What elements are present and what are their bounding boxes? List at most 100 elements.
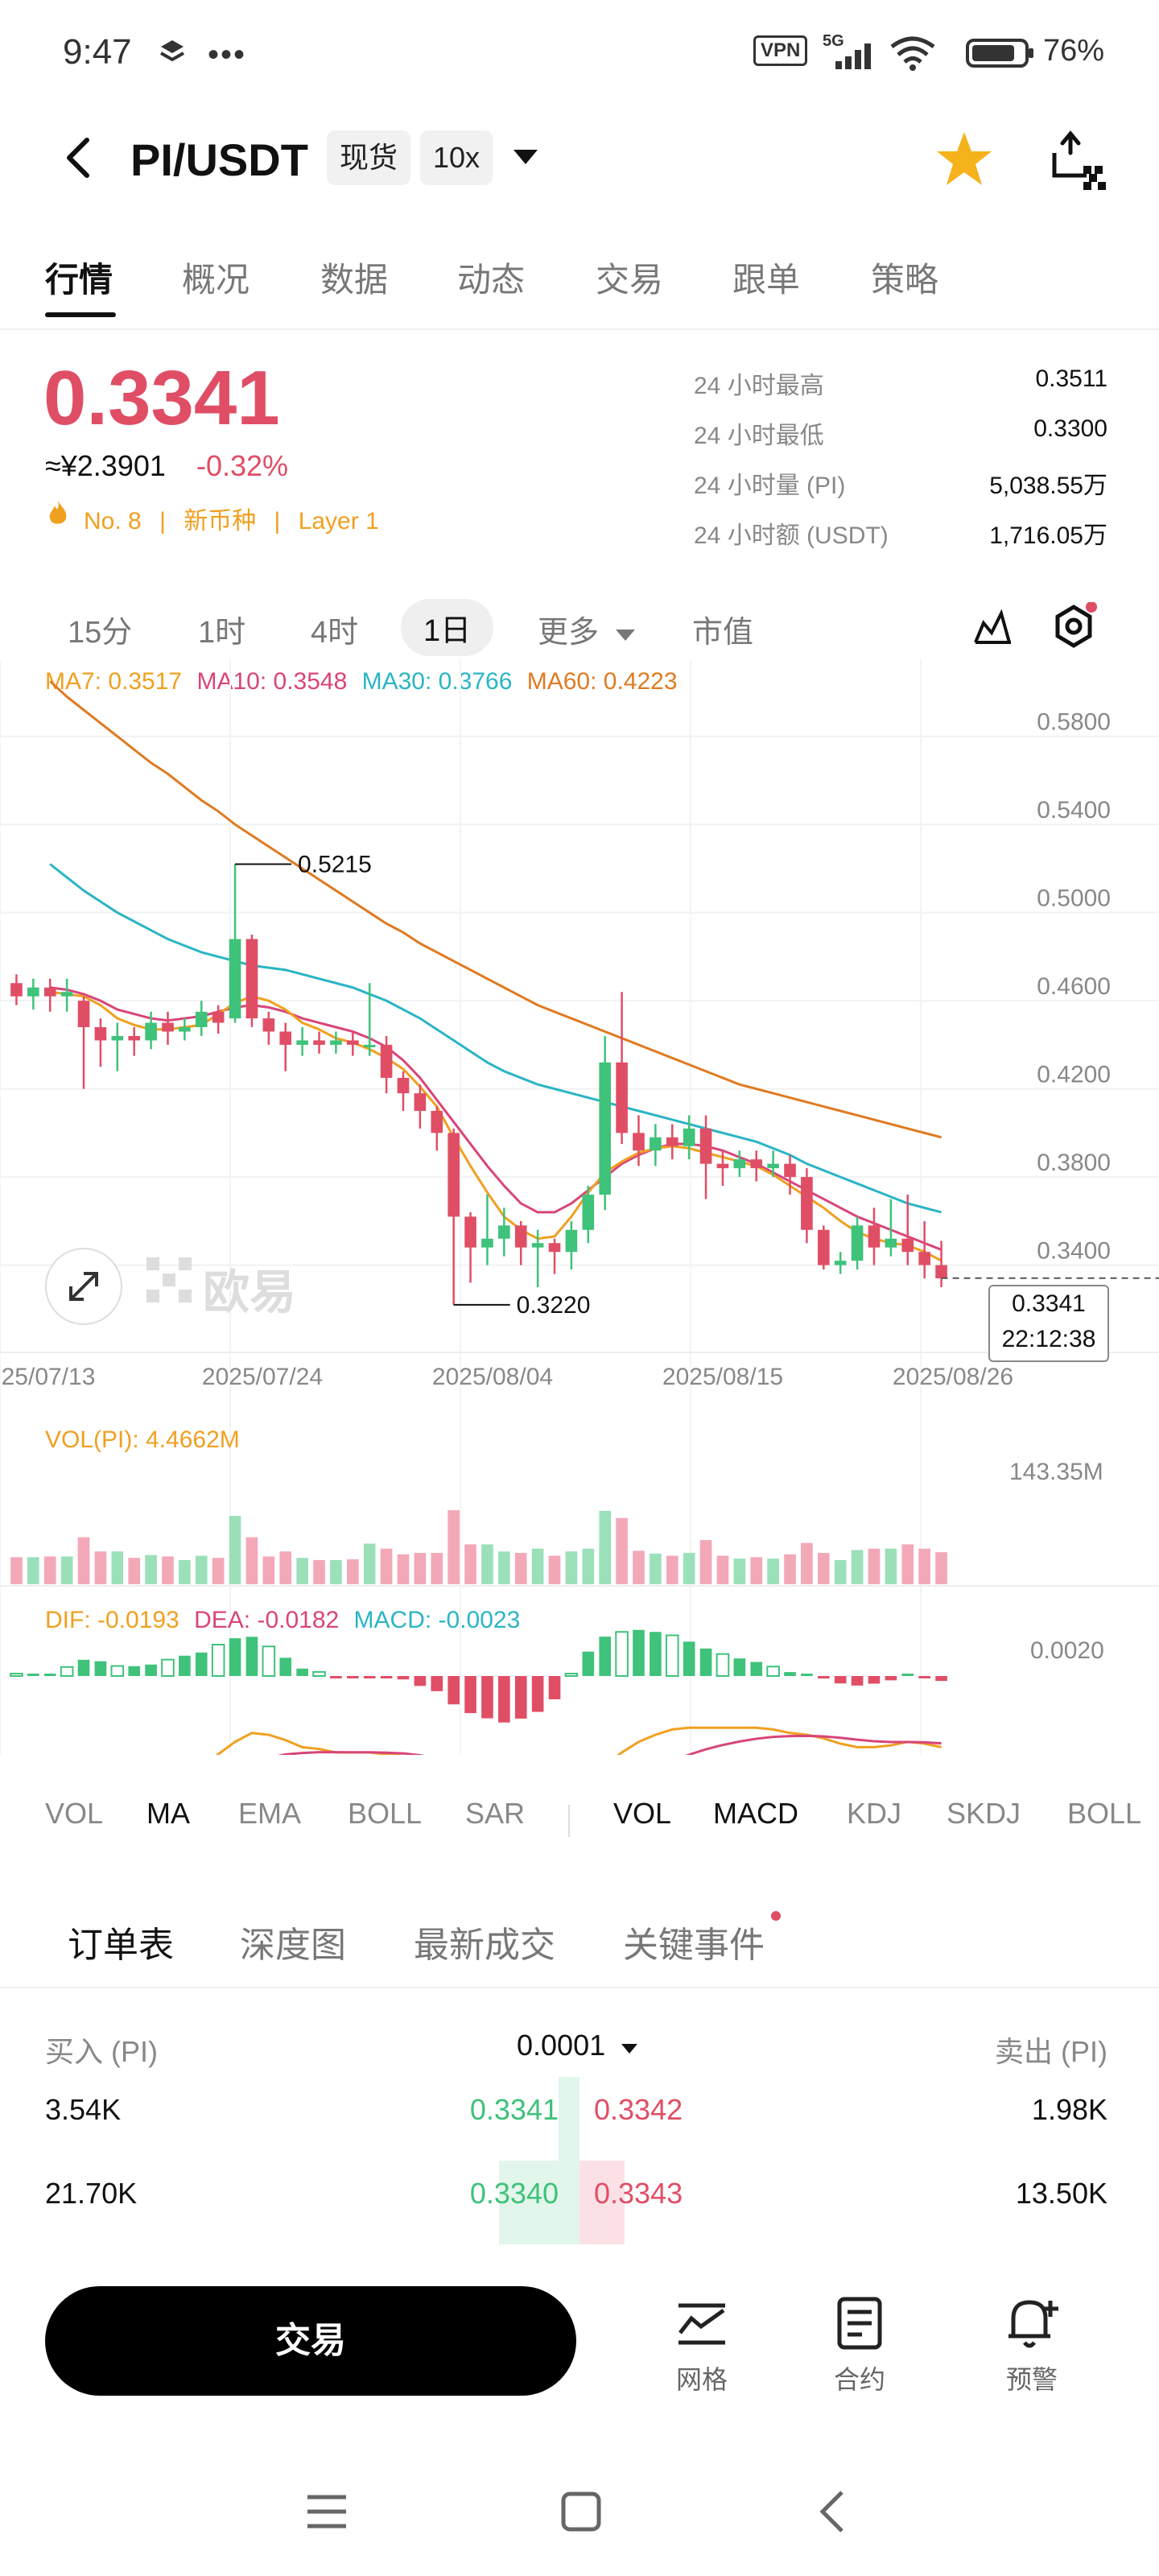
tab-depth[interactable]: 深度图 [240, 1926, 346, 1965]
battery-percent: 76% [1043, 34, 1105, 68]
tab-key-events[interactable]: 关键事件 [623, 1926, 765, 1965]
timeframe-more[interactable]: 更多 [538, 607, 637, 651]
tab-orderbook[interactable]: 订单表 [68, 1926, 174, 1965]
macd-hist-bar [363, 1676, 376, 1678]
sub-ind-skdj[interactable]: SKDJ [947, 1797, 1021, 1830]
precision-select[interactable]: 0.0001 [517, 2029, 639, 2062]
candle-body [195, 1011, 208, 1027]
watermark-text: 欧易 [203, 1266, 297, 1319]
volume-bar [313, 1559, 325, 1584]
timeframe-1h[interactable]: 1时 [198, 616, 246, 650]
volume-bar [918, 1548, 930, 1584]
tab-feed[interactable]: 动态 [457, 261, 526, 299]
main-ind-vol[interactable]: VOL [45, 1797, 104, 1830]
tab-trade[interactable]: 交易 [596, 261, 664, 299]
timeframe-market-cap[interactable]: 市值 [692, 616, 754, 650]
contract-icon [837, 2297, 882, 2350]
favorite-star-icon[interactable] [934, 129, 995, 194]
timeframe-4h[interactable]: 4时 [311, 616, 359, 650]
contract-button[interactable]: 合约 [811, 2294, 908, 2396]
pair-dropdown-icon[interactable] [512, 147, 539, 171]
macd-hist-bar [901, 1674, 914, 1676]
price-change: -0.32% [196, 449, 289, 482]
trade-button[interactable]: 交易 [45, 2286, 576, 2396]
macd-hist-bar [380, 1676, 393, 1678]
back-nav-icon[interactable] [816, 2489, 848, 2538]
main-ind-sar[interactable]: SAR [465, 1797, 526, 1830]
chart-settings-icon[interactable] [1050, 601, 1098, 654]
main-ind-ma[interactable]: MA [146, 1797, 190, 1830]
sub-ind-vol[interactable]: VOL [613, 1797, 672, 1830]
expand-chart-button[interactable] [45, 1248, 122, 1325]
macd-hist-bar [766, 1666, 780, 1678]
candle-body [27, 987, 39, 997]
new-coin-tag[interactable]: 新币种 [184, 508, 257, 535]
volume-bar [380, 1548, 393, 1584]
volume-bar [699, 1540, 712, 1584]
volume-bar [279, 1551, 292, 1584]
stat-high-value: 0.3511 [1035, 365, 1107, 392]
candle-body [464, 1216, 476, 1248]
candle-body [43, 987, 56, 997]
grid-button[interactable]: 网格 [654, 2294, 750, 2396]
back-icon[interactable] [61, 135, 97, 184]
stat-turnover-value: 1,716.05万 [989, 522, 1107, 549]
orderbook-row[interactable]: 3.54K 0.3341 0.3342 1.98K [0, 2077, 1159, 2177]
tab-market[interactable]: 行情 [45, 261, 113, 299]
tab-data[interactable]: 数据 [320, 261, 389, 299]
timeframe-1d[interactable]: 1日 [401, 599, 494, 656]
market-type-badge[interactable]: 现货 [327, 130, 411, 185]
orderbook-row[interactable]: 21.70K 0.3340 0.3343 13.50K [0, 2161, 1159, 2260]
candle-body [448, 1133, 460, 1217]
volume-bar [128, 1558, 141, 1584]
sub-ind-kdj[interactable]: KDJ [847, 1797, 902, 1830]
orderbook-tabs: 订单表 深度图 最新成交 关键事件 [0, 1900, 1159, 1988]
leverage-badge[interactable]: 10x [420, 130, 493, 185]
layer-tag[interactable]: Layer 1 [298, 508, 379, 535]
main-ind-boll[interactable]: BOLL [348, 1797, 423, 1830]
macd-hist-bar [312, 1670, 326, 1677]
volume-bar [77, 1537, 90, 1584]
menu-nav-icon[interactable] [306, 2492, 348, 2535]
timeframe-15m[interactable]: 15分 [68, 616, 133, 650]
dif-label: DIF: -0.0193 [45, 1607, 179, 1633]
battery-icon [966, 37, 1038, 73]
tab-strategy[interactable]: 策略 [871, 261, 939, 299]
macd-hist-bar [161, 1658, 175, 1678]
pair-title[interactable]: PI/USDT [130, 134, 308, 185]
volume-bar [716, 1555, 729, 1584]
x-tick-label: 2025/08/04 [432, 1364, 553, 1390]
sub-ind-boll[interactable]: BOLL [1067, 1797, 1142, 1830]
macd-hist-bar [211, 1643, 225, 1677]
main-ind-ema[interactable]: EMA [238, 1797, 302, 1830]
share-icon[interactable] [1046, 129, 1111, 197]
candle-body [901, 1238, 914, 1253]
ask-price: 0.3343 [594, 2177, 683, 2210]
macd-hist-bar [179, 1655, 191, 1676]
precision-value: 0.0001 [517, 2029, 606, 2062]
macd-hist-bar [397, 1676, 410, 1680]
volume-bar [414, 1553, 427, 1584]
candle-body [582, 1195, 595, 1230]
volume-bar [683, 1553, 695, 1584]
macd-hist-bar [414, 1676, 427, 1686]
macd-hist-bar [885, 1676, 897, 1681]
macd-hist-bar [564, 1673, 579, 1677]
candle-body [162, 1022, 174, 1032]
tab-copy[interactable]: 跟单 [732, 261, 801, 299]
indicator-icon[interactable] [971, 604, 1016, 653]
tab-overview[interactable]: 概况 [182, 261, 250, 299]
y-tick-label: 0.5400 [1037, 797, 1111, 824]
home-nav-icon[interactable] [560, 2491, 602, 2537]
price-chart[interactable]: 0.5800 0.5400 0.5000 0.4600 0.4200 0.3800 0.34… [0, 660, 1159, 1755]
macd-hist-bar [448, 1676, 460, 1705]
macd-hist-bar [229, 1638, 241, 1676]
ma30-line [49, 863, 942, 1214]
sub-ind-macd[interactable]: MACD [713, 1797, 798, 1830]
tab-trades[interactable]: 最新成交 [414, 1926, 555, 1965]
macd-hist-bar [750, 1662, 763, 1676]
candle-body [733, 1159, 746, 1169]
macd-hist-bar [77, 1659, 90, 1676]
current-price-tag[interactable]: 0.3341 22:12:38 [988, 1285, 1109, 1362]
alert-button[interactable]: 预警 [984, 2294, 1080, 2396]
